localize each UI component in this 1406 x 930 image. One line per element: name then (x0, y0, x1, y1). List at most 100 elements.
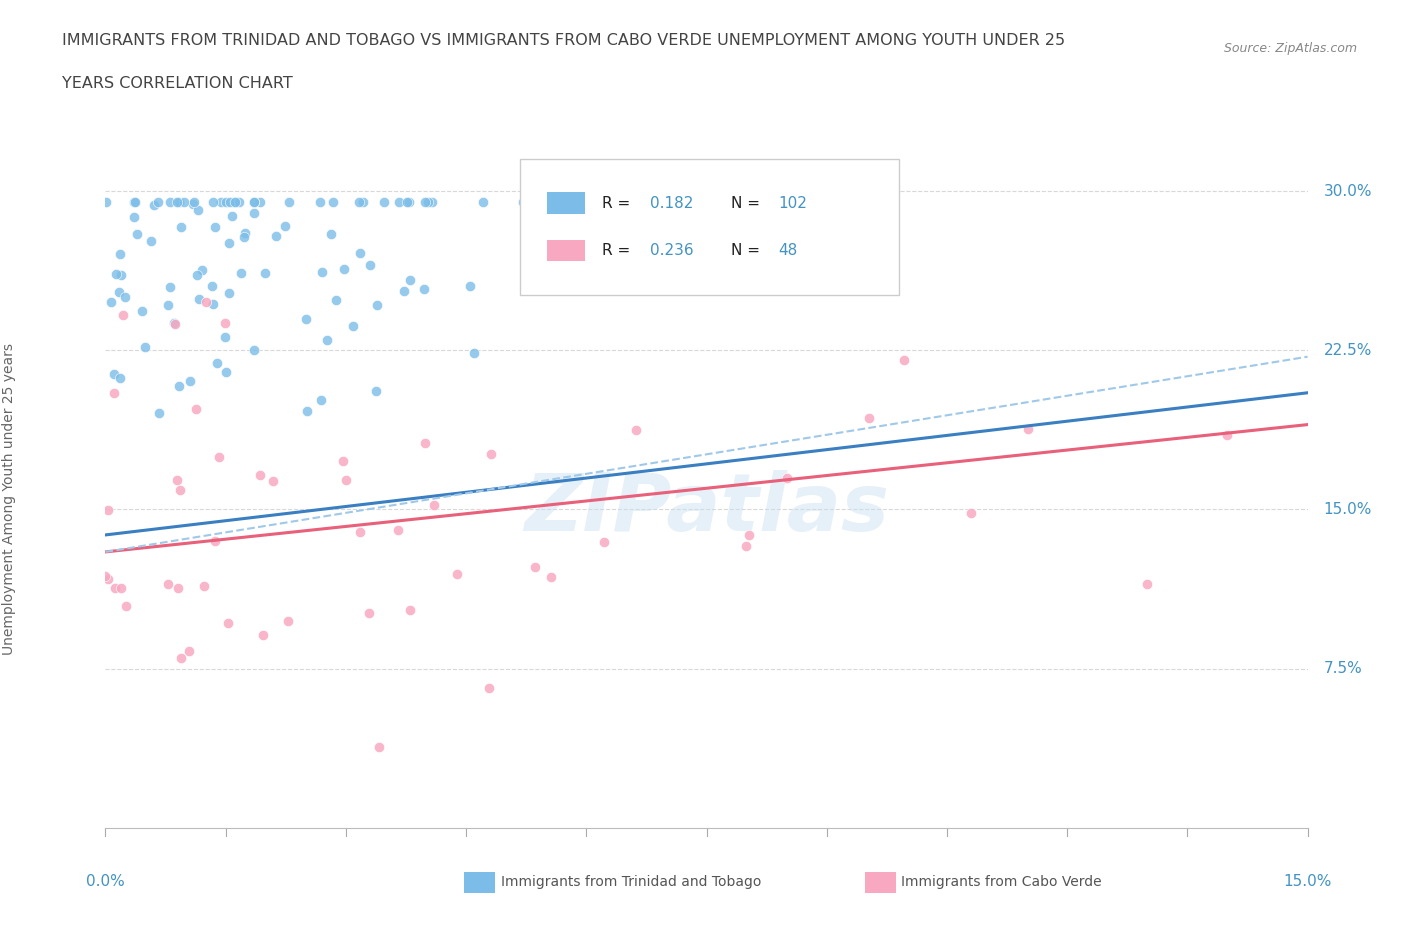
Point (222, 194, 245, 209)
Point (103, 366, 125, 381)
Point (127, 226, 149, 241)
Point (173, 194, 195, 209)
Point (309, 392, 332, 407)
Point (413, 194, 436, 209)
Point (1017, 421, 1039, 436)
Point (278, 194, 301, 209)
Text: 15.0%: 15.0% (1323, 502, 1372, 517)
Point (399, 272, 422, 287)
Point (1136, 577, 1159, 591)
Point (446, 567, 468, 582)
Point (675, 194, 697, 209)
Text: 102: 102 (779, 195, 807, 210)
Point (159, 194, 181, 209)
Point (169, 379, 191, 393)
Point (148, 406, 170, 421)
Point (262, 473, 284, 488)
Point (295, 311, 318, 326)
Point (110, 268, 132, 283)
Text: Immigrants from Cabo Verde: Immigrants from Cabo Verde (901, 874, 1102, 889)
Point (399, 603, 422, 618)
Point (776, 471, 799, 485)
Point (295, 404, 318, 418)
Point (264, 228, 287, 243)
Point (221, 208, 243, 223)
Point (193, 578, 215, 593)
Point (215, 194, 238, 209)
Point (243, 342, 266, 357)
Point (349, 525, 371, 539)
Point (859, 194, 882, 209)
Point (214, 329, 236, 344)
Text: ZIPatlas: ZIPatlas (524, 470, 889, 548)
Bar (547, 193, 585, 214)
Point (342, 319, 364, 334)
Point (122, 194, 145, 209)
Point (214, 316, 236, 331)
Point (141, 233, 163, 248)
Point (233, 230, 256, 245)
Point (316, 333, 339, 348)
Point (277, 614, 299, 629)
Point (166, 194, 188, 209)
Point (201, 194, 224, 209)
Point (170, 651, 193, 666)
Point (134, 339, 156, 354)
Point (630, 194, 652, 209)
Point (319, 227, 342, 242)
Point (524, 560, 547, 575)
Text: 0.236: 0.236 (650, 243, 693, 259)
Point (204, 533, 226, 548)
Text: 0.0%: 0.0% (86, 874, 125, 889)
Point (110, 580, 132, 595)
Text: IMMIGRANTS FROM TRINIDAD AND TOBAGO VS IMMIGRANTS FROM CABO VERDE UNEMPLOYMENT A: IMMIGRANTS FROM TRINIDAD AND TOBAGO VS I… (62, 33, 1064, 47)
Point (575, 212, 598, 227)
Point (108, 370, 131, 385)
Point (388, 194, 411, 209)
Point (169, 482, 191, 497)
Point (387, 523, 409, 538)
Point (325, 292, 347, 307)
Point (114, 599, 136, 614)
Point (201, 278, 224, 293)
Point (418, 194, 440, 209)
Point (97, 571, 120, 586)
Text: 7.5%: 7.5% (1323, 661, 1362, 676)
Text: N =: N = (731, 243, 765, 259)
Text: R =: R = (602, 243, 636, 259)
Point (479, 446, 502, 461)
Point (766, 194, 789, 209)
Point (201, 297, 224, 312)
Point (97, 502, 120, 517)
Point (205, 355, 228, 370)
Point (190, 262, 212, 277)
Point (94, 194, 117, 209)
Point (332, 454, 354, 469)
Point (309, 194, 332, 209)
Text: Immigrants from Trinidad and Tobago: Immigrants from Trinidad and Tobago (501, 874, 761, 889)
Point (170, 219, 193, 234)
Point (186, 268, 208, 283)
Point (169, 194, 191, 209)
Point (1216, 428, 1239, 443)
Point (186, 402, 208, 417)
Point (204, 219, 226, 234)
Point (413, 282, 436, 297)
Text: N =: N = (731, 195, 765, 210)
Point (472, 194, 495, 209)
Point (94, 568, 117, 583)
Bar (547, 240, 585, 261)
Text: 30.0%: 30.0% (1323, 184, 1372, 199)
Point (959, 506, 981, 521)
Point (111, 308, 134, 323)
Point (413, 436, 436, 451)
Point (655, 194, 678, 209)
Point (242, 194, 264, 209)
Point (162, 315, 184, 330)
Point (423, 498, 446, 512)
Point (157, 298, 180, 312)
Point (167, 580, 190, 595)
Point (359, 258, 381, 272)
Point (179, 374, 201, 389)
Point (218, 286, 240, 300)
